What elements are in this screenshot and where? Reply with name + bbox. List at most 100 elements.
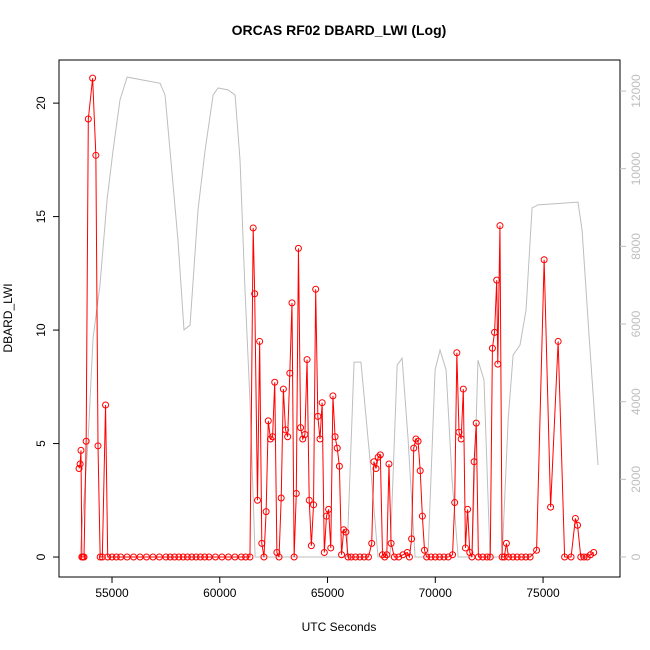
- data-point: [554, 337, 562, 345]
- data-point: [333, 444, 341, 452]
- data-point: [264, 417, 272, 425]
- data-point: [381, 553, 389, 561]
- data-point: [505, 553, 513, 561]
- data-point: [547, 503, 555, 511]
- data-point: [175, 553, 183, 561]
- data-point: [166, 553, 174, 561]
- data-point: [320, 548, 328, 556]
- data-point: [344, 553, 352, 561]
- series-line: [78, 78, 594, 559]
- data-point: [590, 548, 598, 556]
- data-point: [440, 553, 448, 561]
- chart-title: ORCAS RF02 DBARD_LWI (Log): [232, 22, 447, 38]
- data-point: [385, 460, 393, 468]
- data-point: [246, 553, 254, 561]
- data-point: [526, 553, 534, 561]
- y-tick-label: 20: [34, 96, 48, 110]
- data-point: [256, 337, 264, 345]
- data-point: [410, 444, 418, 452]
- data-point: [513, 553, 521, 561]
- plot-frame: [58, 59, 621, 578]
- y2-tick-label: 8000: [629, 233, 643, 260]
- data-point: [387, 539, 395, 547]
- data-point: [192, 553, 200, 561]
- data-point: [294, 244, 302, 252]
- data-point: [325, 505, 333, 513]
- y-tick-label: 15: [34, 210, 48, 224]
- x-tick-label: 55000: [95, 586, 129, 600]
- data-point: [414, 437, 422, 445]
- data-point: [303, 356, 311, 364]
- data-point: [491, 328, 499, 336]
- data-point: [76, 460, 84, 468]
- data-point: [496, 222, 504, 230]
- data-point: [262, 508, 270, 516]
- data-point: [494, 360, 502, 368]
- data-point: [502, 539, 510, 547]
- data-point: [486, 553, 494, 561]
- data-point: [301, 430, 309, 438]
- data-point: [77, 446, 85, 454]
- data-point: [314, 412, 322, 420]
- data-point: [390, 553, 398, 561]
- data-point: [418, 512, 426, 520]
- data-point: [80, 553, 88, 561]
- data-point: [279, 385, 287, 393]
- data-point: [368, 539, 376, 547]
- data-point: [493, 276, 501, 284]
- data-point: [470, 458, 478, 466]
- data-point: [338, 551, 346, 559]
- data-point: [500, 553, 508, 561]
- data-point: [92, 151, 100, 159]
- data-point: [327, 544, 335, 552]
- x-axis-label: UTC Seconds: [302, 620, 377, 634]
- y2-tick-label: 2000: [629, 466, 643, 493]
- data-point: [436, 553, 444, 561]
- data-point: [305, 496, 313, 504]
- data-point: [237, 553, 245, 561]
- data-point: [171, 553, 179, 561]
- data-point: [179, 553, 187, 561]
- data-point: [374, 453, 382, 461]
- data-point: [310, 501, 318, 509]
- data-point: [284, 433, 292, 441]
- data-point: [288, 299, 296, 307]
- data-point: [383, 551, 391, 559]
- data-point: [347, 553, 355, 561]
- data-point: [427, 553, 435, 561]
- data-point: [322, 512, 330, 520]
- data-point: [574, 521, 582, 529]
- data-point: [483, 553, 491, 561]
- y2-tick-label: 0: [629, 553, 643, 560]
- data-point: [104, 553, 112, 561]
- data-point: [472, 419, 480, 427]
- data-point: [251, 290, 259, 298]
- x-tick-label: 75000: [526, 586, 560, 600]
- data-point: [352, 553, 360, 561]
- y-tick-label: 5: [34, 440, 48, 447]
- x-tick-label: 65000: [311, 586, 345, 600]
- data-point: [459, 385, 467, 393]
- data-point: [423, 553, 431, 561]
- data-point: [533, 546, 541, 554]
- data-point: [329, 392, 337, 400]
- data-point: [108, 553, 116, 561]
- data-point: [479, 553, 487, 561]
- data-point: [378, 551, 386, 559]
- data-point: [96, 553, 104, 561]
- data-point: [451, 499, 459, 507]
- data-point: [364, 553, 372, 561]
- data-point: [266, 435, 274, 443]
- data-point: [277, 494, 285, 502]
- data-point: [342, 528, 350, 536]
- data-point: [183, 553, 191, 561]
- y2-tick-label: 4000: [629, 388, 643, 415]
- x-tick-label: 70000: [419, 586, 453, 600]
- data-point: [98, 553, 106, 561]
- data-point: [455, 428, 463, 436]
- data-point: [488, 344, 496, 352]
- data-point: [307, 542, 315, 550]
- data-point: [253, 496, 261, 504]
- data-point: [260, 553, 268, 561]
- data-point: [540, 256, 548, 264]
